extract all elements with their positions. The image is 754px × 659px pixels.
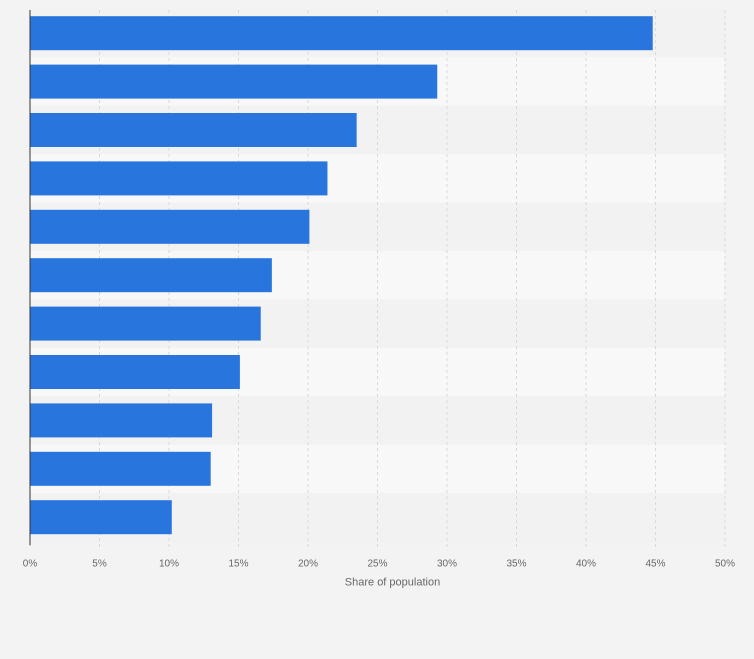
- bar: [30, 451, 211, 486]
- x-tick-label: 40%: [576, 558, 596, 569]
- bar: [30, 64, 438, 99]
- bar: [30, 209, 310, 244]
- x-axis-ticks: 0% 5% 10% 15% 20% 25% 30% 35% 40% 45% 50%: [23, 558, 735, 569]
- bar: [30, 113, 357, 147]
- bar: [30, 161, 328, 196]
- x-tick-label: 45%: [645, 558, 665, 569]
- x-axis-title: Share of population: [345, 576, 440, 588]
- x-tick-label: 15%: [228, 558, 248, 569]
- x-tick-label: 0%: [23, 558, 38, 569]
- x-tick-label: 10%: [159, 558, 179, 569]
- bar: [30, 500, 172, 535]
- x-tick-label: 5%: [92, 558, 107, 569]
- x-tick-label: 20%: [298, 558, 318, 569]
- x-tick-label: 25%: [367, 558, 387, 569]
- bar: [30, 403, 213, 438]
- bar: [30, 355, 240, 389]
- bar: [30, 258, 272, 293]
- bar: [30, 306, 261, 341]
- x-tick-label: 50%: [715, 558, 735, 569]
- bar: [30, 16, 653, 51]
- bars: [30, 16, 653, 535]
- x-tick-label: 35%: [506, 558, 526, 569]
- x-tick-label: 30%: [437, 558, 457, 569]
